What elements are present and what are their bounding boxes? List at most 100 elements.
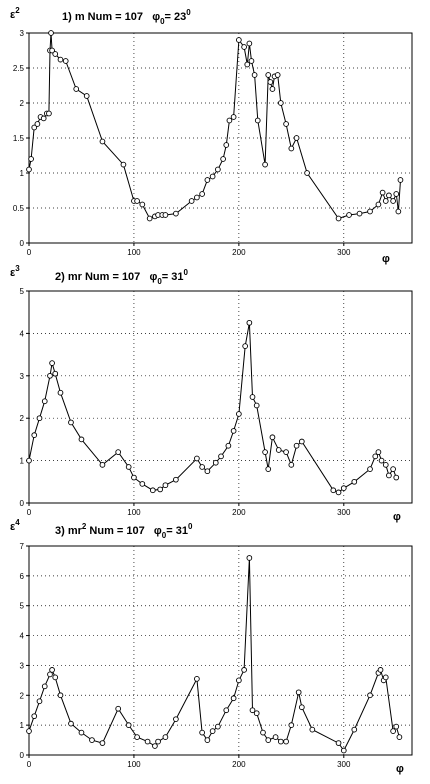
data-point <box>57 56 64 63</box>
data-point <box>99 138 106 145</box>
plot-frame <box>28 290 413 504</box>
data-point <box>146 215 153 222</box>
y-tick-label: 4 <box>20 632 25 641</box>
data-point <box>288 722 295 728</box>
y-tick-label: 3 <box>20 29 25 38</box>
data-point <box>275 447 282 453</box>
data-point <box>390 728 396 734</box>
data-point <box>68 419 74 426</box>
x-tick-label: 100 <box>127 508 141 517</box>
data-point <box>246 319 253 326</box>
data-point <box>36 415 43 422</box>
data-point <box>230 428 237 434</box>
data-point <box>47 372 53 379</box>
data-point <box>41 683 48 690</box>
y-tick-label: 3 <box>20 372 25 381</box>
y-tick-label: 7 <box>20 542 25 551</box>
data-point <box>215 166 221 173</box>
data-point <box>265 72 272 78</box>
data-point <box>131 474 137 481</box>
data-point <box>204 468 211 475</box>
x-tick-label: 200 <box>232 248 246 257</box>
data-point <box>199 729 205 736</box>
x-axis-label: φ <box>382 253 390 265</box>
data-point <box>246 555 253 561</box>
data-point <box>31 713 38 720</box>
data-point <box>335 489 342 496</box>
data-point <box>249 394 256 400</box>
data-point <box>89 737 95 743</box>
data-point <box>49 360 55 366</box>
y-tick-label: 5 <box>20 602 25 611</box>
x-tick-label: 200 <box>232 508 246 517</box>
data-point <box>57 389 64 396</box>
data-point <box>382 674 389 681</box>
y-tick-label: 5 <box>20 287 25 296</box>
data-point <box>382 198 389 204</box>
data-point <box>242 343 249 349</box>
data-point <box>393 723 400 730</box>
data-point <box>48 30 54 36</box>
data-point <box>34 121 41 127</box>
data-point <box>215 723 221 730</box>
data-point <box>298 438 305 445</box>
chart-title: 2) mr Num = 107 φ0= 310 <box>55 268 189 286</box>
data-point <box>267 79 274 85</box>
series-line <box>28 557 400 752</box>
data-point <box>194 676 200 682</box>
data-point <box>335 740 342 746</box>
data-point <box>40 115 47 122</box>
data-point <box>236 677 242 684</box>
data-point <box>396 734 403 740</box>
data-point <box>125 722 132 728</box>
data-point <box>162 212 169 218</box>
data-point <box>367 208 373 215</box>
data-point <box>220 156 226 162</box>
data-point <box>41 398 48 405</box>
data-point <box>244 61 251 68</box>
data-point <box>78 729 85 736</box>
data-point <box>251 72 258 78</box>
data-point <box>52 370 59 377</box>
data-point <box>340 747 347 754</box>
data-point <box>386 192 392 199</box>
data-point <box>382 461 389 468</box>
data-point <box>304 170 310 176</box>
data-point <box>99 461 106 468</box>
data-point <box>253 402 260 409</box>
x-tick-label: 0 <box>27 508 32 517</box>
data-point <box>262 161 268 168</box>
chart-panel-1: 0 100 200 300 0 0.5 1 1.5 2 2.5 3 1) m Num = 107 φ0… <box>10 6 413 265</box>
data-point <box>265 466 272 472</box>
data-point <box>293 135 300 141</box>
y-tick-label: 1 <box>20 169 25 178</box>
data-point <box>125 464 132 470</box>
data-point <box>62 58 69 64</box>
data-point <box>173 716 179 723</box>
data-point <box>26 166 32 173</box>
data-point <box>152 743 158 749</box>
data-point <box>194 455 200 462</box>
data-point <box>49 47 55 54</box>
data-point <box>293 442 300 449</box>
x-tick-label: 300 <box>337 760 351 769</box>
data-point <box>144 738 151 745</box>
data-point <box>49 667 55 673</box>
data-point <box>225 442 232 449</box>
data-point <box>393 191 400 197</box>
y-tick-label: 2 <box>20 99 25 108</box>
x-tick-label: 0 <box>27 760 32 769</box>
x-tick-label: 200 <box>232 760 246 769</box>
data-point <box>295 689 302 696</box>
data-point <box>68 720 74 727</box>
data-point <box>375 201 382 208</box>
x-tick-label: 300 <box>337 248 351 257</box>
data-point <box>226 117 233 124</box>
chart-panel-2: 0 100 200 300 0 1 2 3 4 5 2) mr Num = 107 φ0= 310 ε… <box>10 264 413 523</box>
data-point <box>46 110 52 117</box>
data-point <box>162 734 169 740</box>
data-point <box>397 177 404 183</box>
data-point <box>57 692 64 699</box>
data-point <box>199 464 205 470</box>
